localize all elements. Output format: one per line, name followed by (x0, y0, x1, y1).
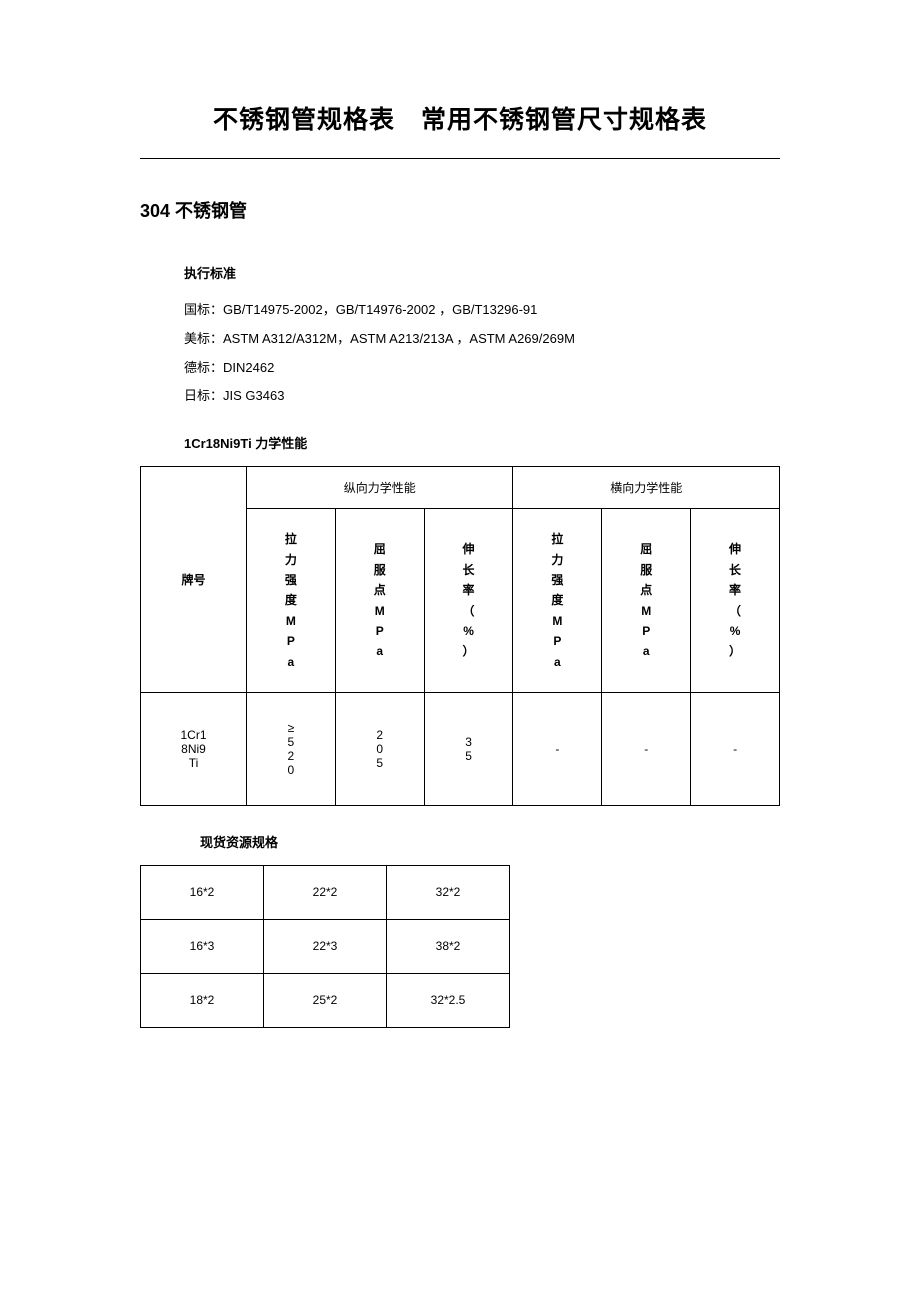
cell-l-yield: 205 (335, 692, 424, 805)
table-row: 16*2 22*2 32*2 (141, 865, 510, 919)
sub-title: 304 不锈钢管 (140, 197, 780, 223)
standard-line: 德标：DIN2462 (184, 358, 780, 379)
spec-cell: 32*2 (387, 865, 510, 919)
col-tensile-t: 拉力强度MPa (513, 509, 602, 693)
col-elong-t: 伸长率（%） (691, 509, 780, 693)
col-yield-l: 屈服点MPa (335, 509, 424, 693)
standard-line: 国标：GB/T14975-2002，GB/T14976-2002 ，GB/T13… (184, 300, 780, 321)
spec-cell: 22*2 (264, 865, 387, 919)
standard-line: 美标：ASTM A312/A312M，ASTM A213/213A ，ASTM … (184, 329, 780, 350)
table-row: 1Cr18Ni9Ti ≥520 205 35 - - - (141, 692, 780, 805)
spec-cell: 16*3 (141, 919, 264, 973)
spec-cell: 22*3 (264, 919, 387, 973)
page-title: 不锈钢管规格表 常用不锈钢管尺寸规格表 (140, 100, 780, 159)
cell-l-tensile: ≥520 (246, 692, 335, 805)
table-row: 16*3 22*3 38*2 (141, 919, 510, 973)
spec-table-title: 现货资源规格 (200, 832, 780, 851)
brand-header: 牌号 (141, 467, 247, 693)
col-elong-l: 伸长率（%） (424, 509, 513, 693)
cell-t-yield: - (602, 692, 691, 805)
standards-header: 执行标准 (184, 263, 780, 282)
mech-table-title: 1Cr18Ni9Ti 力学性能 (184, 433, 780, 452)
standard-line: 日标：JIS G3463 (184, 386, 780, 407)
table-row: 18*2 25*2 32*2.5 (141, 973, 510, 1027)
mechanical-properties-table: 牌号 纵向力学性能 横向力学性能 拉力强度MPa 屈服点MPa 伸长率（%） 拉… (140, 466, 780, 806)
cell-t-elong: - (691, 692, 780, 805)
spec-cell: 32*2.5 (387, 973, 510, 1027)
longitudinal-group-header: 纵向力学性能 (246, 467, 512, 509)
col-yield-t: 屈服点MPa (602, 509, 691, 693)
spec-cell: 38*2 (387, 919, 510, 973)
transverse-group-header: 横向力学性能 (513, 467, 780, 509)
cell-t-tensile: - (513, 692, 602, 805)
spec-cell: 25*2 (264, 973, 387, 1027)
cell-brand: 1Cr18Ni9Ti (141, 692, 247, 805)
spec-table: 16*2 22*2 32*2 16*3 22*3 38*2 18*2 25*2 … (140, 865, 510, 1028)
cell-l-elong: 35 (424, 692, 513, 805)
spec-cell: 16*2 (141, 865, 264, 919)
spec-cell: 18*2 (141, 973, 264, 1027)
col-tensile-l: 拉力强度MPa (246, 509, 335, 693)
